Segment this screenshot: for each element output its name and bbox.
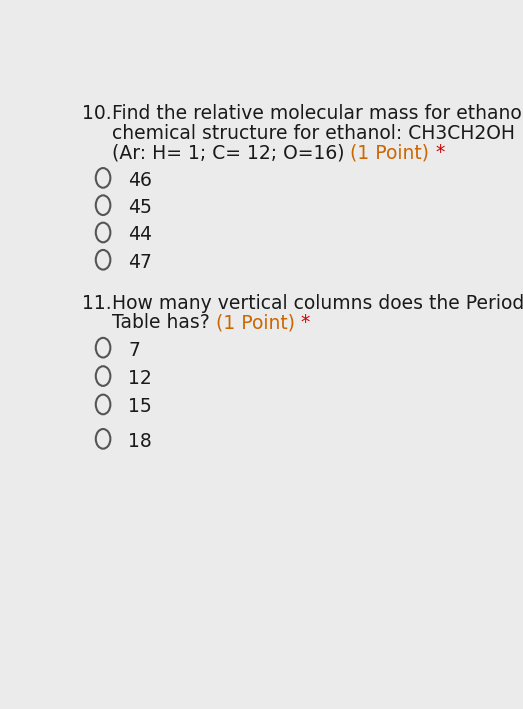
- Text: *: *: [436, 143, 445, 162]
- Text: 15: 15: [128, 397, 152, 416]
- Text: 7: 7: [128, 340, 140, 359]
- Text: 11.: 11.: [82, 294, 111, 313]
- Text: 47: 47: [128, 252, 152, 272]
- Text: Table has?: Table has?: [112, 313, 215, 333]
- Text: (1 Point): (1 Point): [215, 313, 301, 333]
- Text: 18: 18: [128, 432, 152, 451]
- Text: chemical structure for ethanol: CH3CH2OH: chemical structure for ethanol: CH3CH2OH: [112, 124, 515, 143]
- Text: Find the relative molecular mass for ethanol.: Find the relative molecular mass for eth…: [112, 104, 523, 123]
- Text: 12: 12: [128, 369, 152, 388]
- Text: (Ar: H= 1; C= 12; O=16): (Ar: H= 1; C= 12; O=16): [112, 143, 350, 162]
- Text: 46: 46: [128, 171, 152, 190]
- Text: How many vertical columns does the Periodic: How many vertical columns does the Perio…: [112, 294, 523, 313]
- Text: 10.: 10.: [82, 104, 111, 123]
- Text: 44: 44: [128, 225, 152, 245]
- Text: *: *: [301, 313, 310, 333]
- Text: 45: 45: [128, 198, 152, 217]
- Text: (1 Point): (1 Point): [350, 143, 436, 162]
